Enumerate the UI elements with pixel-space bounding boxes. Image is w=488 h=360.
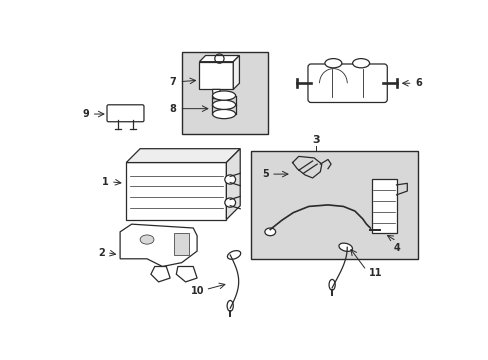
Bar bbox=[371, 180, 396, 233]
Text: 4: 4 bbox=[392, 243, 399, 253]
Text: 11: 11 bbox=[368, 268, 382, 278]
Ellipse shape bbox=[212, 100, 235, 109]
Text: 10: 10 bbox=[191, 286, 204, 296]
Polygon shape bbox=[199, 55, 239, 62]
Polygon shape bbox=[226, 149, 240, 220]
Text: 1: 1 bbox=[102, 177, 108, 187]
Text: 8: 8 bbox=[169, 104, 176, 114]
Ellipse shape bbox=[226, 301, 233, 311]
Text: 6: 6 bbox=[414, 78, 421, 88]
Text: 5: 5 bbox=[262, 169, 268, 179]
Ellipse shape bbox=[224, 175, 235, 184]
Bar bbox=[174, 233, 189, 255]
Bar bbox=[250, 151, 417, 259]
Bar bbox=[182, 53, 267, 134]
Ellipse shape bbox=[328, 279, 334, 290]
Ellipse shape bbox=[352, 59, 369, 68]
Polygon shape bbox=[212, 89, 220, 99]
Polygon shape bbox=[176, 266, 197, 282]
Bar bbox=[126, 162, 226, 220]
Bar bbox=[199, 62, 233, 89]
Ellipse shape bbox=[224, 198, 235, 207]
FancyBboxPatch shape bbox=[107, 105, 143, 122]
Polygon shape bbox=[120, 224, 197, 266]
Text: 7: 7 bbox=[169, 77, 176, 87]
Text: 3: 3 bbox=[312, 135, 320, 145]
Ellipse shape bbox=[338, 243, 352, 251]
Polygon shape bbox=[151, 266, 170, 282]
Ellipse shape bbox=[212, 91, 235, 100]
Ellipse shape bbox=[140, 235, 154, 244]
Polygon shape bbox=[126, 149, 240, 163]
Ellipse shape bbox=[212, 109, 235, 119]
Ellipse shape bbox=[324, 59, 341, 68]
Polygon shape bbox=[233, 55, 239, 89]
Text: 9: 9 bbox=[82, 109, 89, 119]
Ellipse shape bbox=[227, 251, 240, 259]
Ellipse shape bbox=[264, 228, 275, 236]
Text: 2: 2 bbox=[98, 248, 104, 258]
FancyBboxPatch shape bbox=[307, 64, 386, 103]
